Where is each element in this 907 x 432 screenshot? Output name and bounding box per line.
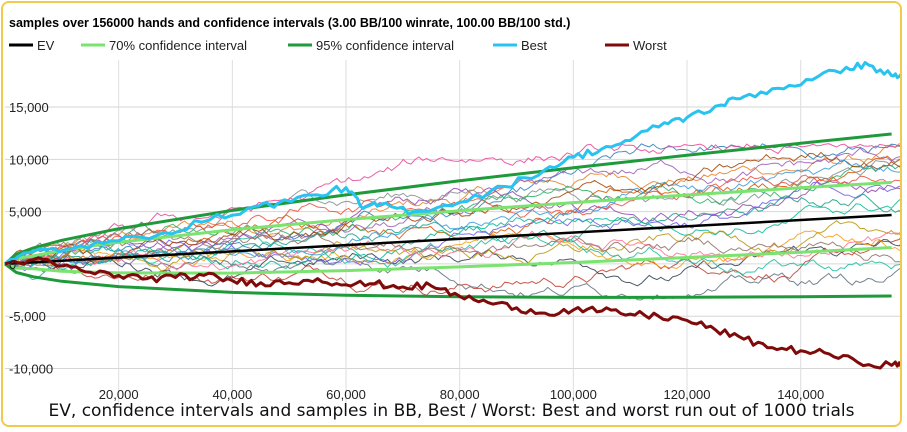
sample-run-line xyxy=(4,251,900,301)
legend-label: 70% confidence interval xyxy=(109,38,247,53)
y-tick-label: -5,000 xyxy=(9,309,46,324)
x-tick-label: 120,000 xyxy=(664,387,711,402)
y-tick-label: -10,000 xyxy=(9,361,53,376)
chart-title: samples over 156000 hands and confidence… xyxy=(9,16,570,30)
sample-run-line xyxy=(4,199,900,272)
y-tick-label: 0 xyxy=(9,257,16,272)
x-tick-label: 60,000 xyxy=(326,387,366,402)
x-tick-label: 20,000 xyxy=(99,387,139,402)
legend-label: EV xyxy=(37,38,55,53)
axis-labels: 15,000 10,000 5,000 0 -5,000 -10,000 20,000 40,… xyxy=(9,100,824,402)
sample-run-line xyxy=(4,220,900,272)
confidence-line-upper xyxy=(4,132,892,266)
legend-label: Best xyxy=(521,38,547,53)
header-background xyxy=(3,3,900,60)
series-lines xyxy=(4,61,900,370)
sample-run-line xyxy=(4,143,900,267)
series-line-ev xyxy=(4,213,892,266)
grid xyxy=(5,60,900,403)
chart-caption: EV, confidence intervals and samples in … xyxy=(48,401,855,421)
legend: EV 70% confidence interval 95% confidence … xyxy=(9,38,667,53)
sample-run-line xyxy=(4,174,900,265)
legend-label: 95% confidence interval xyxy=(316,38,454,53)
confidence-line-lower xyxy=(4,262,892,299)
series-line-worst xyxy=(4,256,900,370)
sample-run-line xyxy=(4,151,900,265)
sample-run-line xyxy=(4,230,900,271)
chart-area: 15,000 10,000 5,000 0 -5,000 -10,000 20,000 40,… xyxy=(3,3,900,403)
x-tick-label: 40,000 xyxy=(212,387,252,402)
x-tick-label: 140,000 xyxy=(777,387,824,402)
x-tick-label: 100,000 xyxy=(550,387,597,402)
x-tick-label: 80,000 xyxy=(440,387,480,402)
y-tick-label: 10,000 xyxy=(9,152,49,167)
y-tick-label: 15,000 xyxy=(9,100,49,115)
series-line-best xyxy=(4,61,900,266)
y-tick-label: 5,000 xyxy=(9,205,42,220)
confidence-line-lower xyxy=(4,246,892,275)
legend-label: Worst xyxy=(633,38,667,53)
confidence-line-upper xyxy=(4,180,892,266)
sample-run-line xyxy=(4,228,900,265)
chart-frame: 15,000 10,000 5,000 0 -5,000 -10,000 20,000 40,… xyxy=(1,1,902,427)
